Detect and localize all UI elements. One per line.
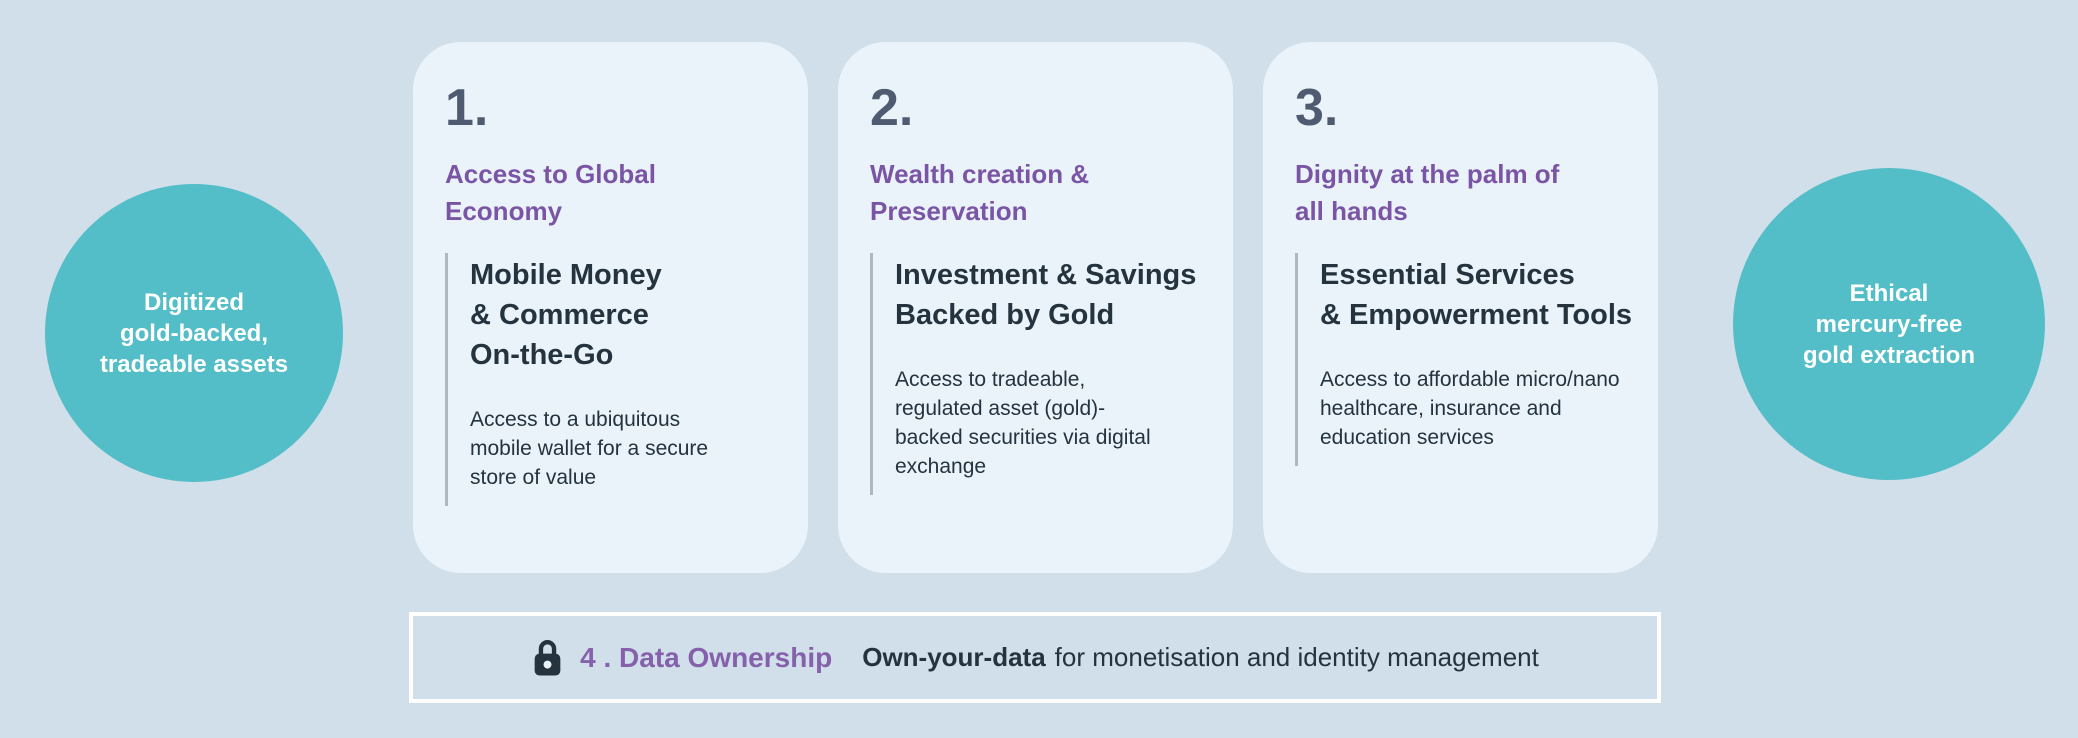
left-circle-badge: Digitized gold-backed, tradeable assets xyxy=(45,184,343,482)
card-heading-line: Preservation xyxy=(870,196,1028,226)
card-content-block: Essential Services & Empowerment Tools A… xyxy=(1295,253,1633,466)
card-3-dignity-at-palm-of-all-hands: 3. Dignity at the palm of all hands Esse… xyxy=(1263,42,1658,573)
card-subtitle: Essential Services & Empowerment Tools xyxy=(1320,255,1633,335)
card-subtitle: Investment & Savings Backed by Gold xyxy=(895,255,1208,335)
card-heading-line: all hands xyxy=(1295,196,1408,226)
card-heading: Wealth creation & Preservation xyxy=(870,156,1208,230)
card-body-line: Access to tradeable, xyxy=(895,368,1086,391)
card-subtitle-line: Mobile Money xyxy=(470,259,662,291)
card-subtitle-line: & Empowerment Tools xyxy=(1320,299,1633,331)
card-heading-line: Access to Global xyxy=(445,159,656,189)
card-subtitle-line: Essential Services xyxy=(1320,259,1575,291)
card-2-wealth-creation-preservation: 2. Wealth creation & Preservation Invest… xyxy=(838,42,1233,573)
left-circle-text: Digitized gold-backed, tradeable assets xyxy=(100,287,288,380)
card-heading: Dignity at the palm of all hands xyxy=(1295,156,1633,230)
card-body-line: education services xyxy=(1320,426,1494,449)
card-1-access-to-global-economy: 1. Access to Global Economy Mobile Money… xyxy=(413,42,808,573)
card-body: Access to tradeable, regulated asset (go… xyxy=(895,365,1208,481)
card-body-line: store of value xyxy=(470,466,597,489)
card-subtitle: Mobile Money & Commerce On-the-Go xyxy=(470,255,783,375)
circle-text-line: Ethical xyxy=(1849,279,1929,307)
circle-text-line: mercury-free xyxy=(1815,310,1963,338)
circle-text-line: gold extraction xyxy=(1802,341,1976,369)
card-body-line: regulated asset (gold)- xyxy=(895,397,1106,420)
card-body: Access to a ubiquitous mobile wallet for… xyxy=(470,405,783,492)
circle-text-line: tradeable assets xyxy=(99,350,289,378)
right-circle-text: Ethical mercury-free gold extraction xyxy=(1803,278,1975,371)
card-body-line: healthcare, insurance and xyxy=(1320,397,1562,420)
card-heading-line: Wealth creation & xyxy=(870,159,1090,189)
card-number: 3. xyxy=(1295,79,1339,137)
footer-data-ownership-label: 4 . Data Ownership xyxy=(580,641,833,673)
card-subtitle-line: & Commerce xyxy=(470,299,649,331)
card-heading-line: Economy xyxy=(445,196,563,226)
card-subtitle-line: Backed by Gold xyxy=(895,299,1115,331)
data-ownership-banner: 4 . Data Ownership Own-your-data for mon… xyxy=(409,612,1661,703)
card-body: Access to affordable micro/nano healthca… xyxy=(1320,365,1633,452)
card-subtitle-line: Investment & Savings xyxy=(895,259,1197,291)
card-content-block: Mobile Money & Commerce On-the-Go Access… xyxy=(445,253,783,506)
footer-description-text: for monetisation and identity management xyxy=(1054,642,1539,672)
card-body-line: mobile wallet for a secure xyxy=(470,437,709,460)
card-body-line: Access to affordable micro/nano xyxy=(1320,368,1620,391)
card-subtitle-line: On-the-Go xyxy=(470,339,614,371)
card-heading: Access to Global Economy xyxy=(445,156,783,230)
card-number: 1. xyxy=(445,79,489,137)
footer-own-your-data-text: Own-your-data xyxy=(862,642,1046,672)
card-body-line: Access to a ubiquitous xyxy=(470,408,681,431)
circle-text-line: gold-backed, xyxy=(119,319,268,347)
card-body-line: exchange xyxy=(895,455,987,478)
right-circle-badge: Ethical mercury-free gold extraction xyxy=(1733,168,2045,480)
circle-text-line: Digitized xyxy=(143,288,244,316)
card-body-line: backed securities via digital xyxy=(895,426,1151,449)
cards-row: 1. Access to Global Economy Mobile Money… xyxy=(413,42,1658,573)
card-heading-line: Dignity at the palm of xyxy=(1295,159,1560,189)
lock-icon xyxy=(534,640,561,676)
card-number: 2. xyxy=(870,79,914,137)
card-content-block: Investment & Savings Backed by Gold Acce… xyxy=(870,253,1208,495)
